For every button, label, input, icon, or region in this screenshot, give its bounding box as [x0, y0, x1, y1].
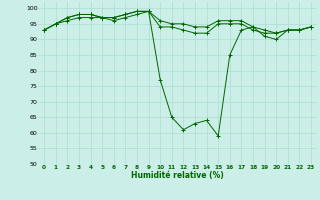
X-axis label: Humidité relative (%): Humidité relative (%): [131, 171, 224, 180]
